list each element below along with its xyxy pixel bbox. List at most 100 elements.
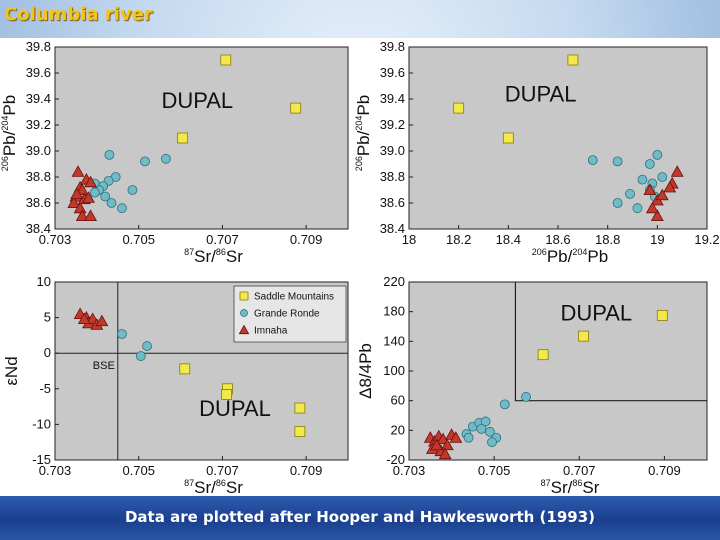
chart-d84pb-vs-sr: 220 180 140 100 60 20 -200.703 0.705 0.707 0.709 8… <box>356 274 708 496</box>
data-point <box>84 175 98 188</box>
x-tick-label: 19.2 <box>694 232 719 247</box>
y-tick-label: 10 <box>37 274 51 289</box>
y-tick-label: -10 <box>32 416 51 431</box>
data-point <box>657 172 668 182</box>
x-axis-label: 87Sr/86Sr <box>184 478 243 496</box>
data-point <box>430 438 444 451</box>
y-tick-label: 39.8 <box>26 39 51 54</box>
series-saddle-mountains <box>453 54 579 144</box>
y-tick-label: 39.4 <box>26 91 51 106</box>
data-point <box>670 165 684 177</box>
bse-label: BSE <box>93 360 115 372</box>
x-tick-label: 18.4 <box>496 232 521 247</box>
y-tick-label: 0 <box>44 345 51 360</box>
data-point <box>140 156 150 167</box>
legend-label: Imnaha <box>254 326 288 337</box>
data-point <box>67 196 81 209</box>
y-tick-label: 39.0 <box>380 143 405 158</box>
x-tick-label: 0.709 <box>290 232 323 247</box>
data-point <box>135 351 146 361</box>
data-point <box>127 185 138 195</box>
data-point <box>449 431 463 443</box>
x-tick-label: 0.709 <box>290 463 323 478</box>
x-tick-label: 18.8 <box>595 232 620 247</box>
x-tick-label: 19 <box>650 232 664 247</box>
series-grande-ronde <box>461 392 531 448</box>
data-point <box>463 432 474 443</box>
data-point <box>587 155 598 166</box>
legend-label: Grande Ronde <box>254 309 320 320</box>
y-tick-label: 5 <box>44 310 51 325</box>
x-axis-label: 87Sr/86Sr <box>184 247 243 266</box>
data-point <box>612 156 623 167</box>
y-tick-label: -15 <box>32 452 51 467</box>
y-tick-label: 39.2 <box>380 117 405 132</box>
data-point <box>502 132 514 144</box>
data-point <box>100 191 111 202</box>
data-point <box>89 187 100 198</box>
data-point <box>161 153 171 164</box>
series-imnaha <box>73 307 109 330</box>
y-tick-label: 180 <box>383 304 405 319</box>
y-tick-label: 140 <box>383 333 405 348</box>
x-tick-label: 0.709 <box>648 463 681 478</box>
data-point <box>117 203 127 214</box>
chart-pb-vs-pb: 39.8 39.6 39.4 39.2 39.0 38.8 38.6 38.418 18.2 18… <box>354 39 720 266</box>
data-point <box>656 309 668 321</box>
x-tick-label: 0.707 <box>206 232 239 247</box>
y-tick-label: -20 <box>386 452 405 467</box>
caption-bar <box>0 496 720 540</box>
data-point <box>82 191 95 203</box>
x-tick-label: 18.2 <box>446 232 471 247</box>
data-point <box>73 201 87 214</box>
x-tick-label: 18.6 <box>545 232 570 247</box>
figure-charts: 39.839.639.439.239.038.838.638.40.703 0.7… <box>0 39 720 496</box>
data-point <box>438 447 452 460</box>
dupal-annotation: DUPAL <box>161 88 233 113</box>
y-tick-label: 39.8 <box>380 39 405 54</box>
data-point <box>625 188 635 199</box>
dupal-field-boundary <box>514 282 707 402</box>
y-tick-label: 39.0 <box>26 143 51 158</box>
dupal-annotation: DUPAL <box>199 396 271 421</box>
data-point <box>221 389 233 400</box>
data-point <box>220 54 232 66</box>
series-saddle-mountains <box>537 309 668 361</box>
x-tick-label: 0.703 <box>393 463 426 478</box>
y-tick-label: 220 <box>383 274 405 289</box>
dupal-annotation: DUPAL <box>560 301 632 326</box>
x-tick-label: 0.705 <box>122 232 155 247</box>
legend-marker <box>240 309 248 317</box>
y-tick-label: -5 <box>39 381 51 396</box>
data-point <box>487 437 497 448</box>
data-point <box>142 341 152 351</box>
x-tick-label: 0.707 <box>563 463 596 478</box>
y-tick-label: 39.4 <box>380 91 405 106</box>
data-point <box>84 209 98 222</box>
x-tick-label: 0.703 <box>39 232 72 247</box>
legend-marker <box>239 291 249 301</box>
series-grande-ronde <box>89 149 171 214</box>
data-point <box>106 198 117 208</box>
chart-pb-vs-sr: 39.8 39.6 39.4 39.2 39.0 38.8 38.6 38.40.703 0.7… <box>0 39 349 266</box>
plot-area <box>408 46 708 230</box>
series-saddle-mountains <box>177 54 302 144</box>
y-tick-label: 38.6 <box>26 195 51 210</box>
data-point <box>655 188 669 201</box>
data-point <box>499 399 510 410</box>
x-tick-label: 0.705 <box>478 463 511 478</box>
x-tick-label: 18 <box>402 232 416 247</box>
figure-caption: Data are plotted after Hooper and Hawkes… <box>124 508 596 526</box>
y-axis-label: εNd <box>2 356 21 385</box>
data-point <box>70 187 84 199</box>
data-point <box>177 132 189 144</box>
y-tick-label: 38.4 <box>26 221 51 236</box>
data-point <box>453 102 465 114</box>
data-point <box>645 201 659 214</box>
data-point <box>104 149 115 160</box>
data-point <box>480 416 491 427</box>
series-grande-ronde <box>117 329 152 361</box>
data-point <box>77 312 91 325</box>
series-imnaha <box>423 428 463 460</box>
legend-box <box>233 285 347 343</box>
